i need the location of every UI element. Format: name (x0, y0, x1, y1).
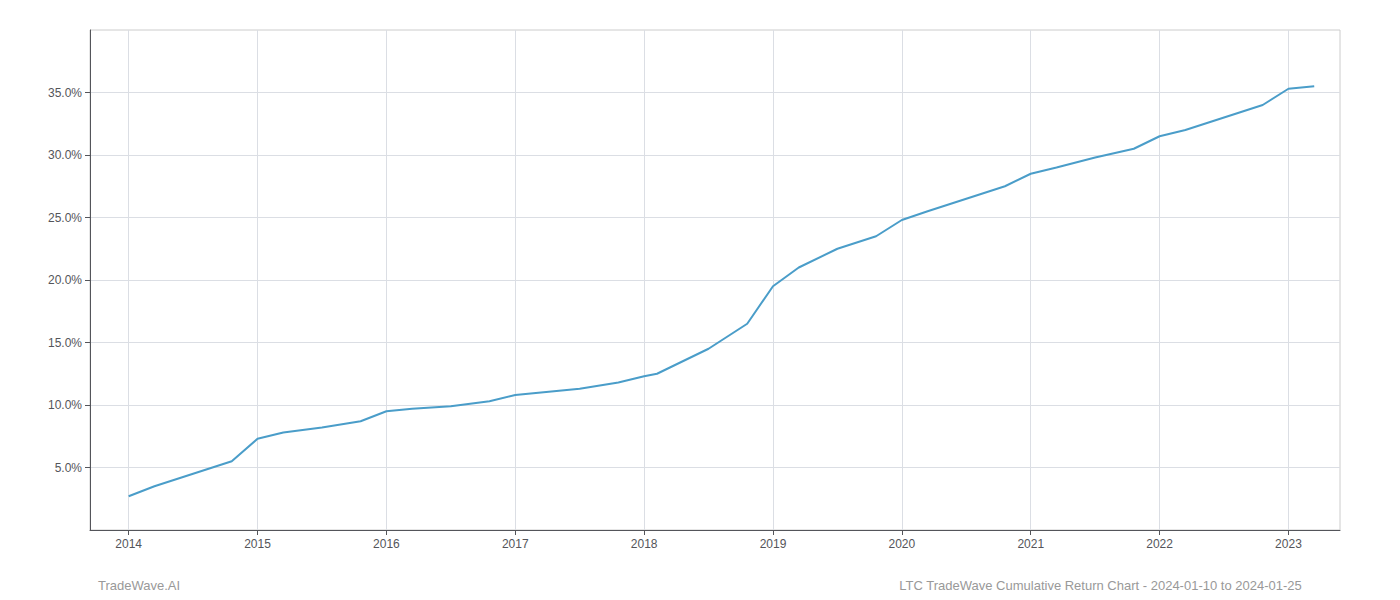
svg-text:LTC TradeWave Cumulative Retur: LTC TradeWave Cumulative Return Chart - … (899, 578, 1301, 593)
svg-text:2016: 2016 (373, 537, 400, 551)
svg-text:2021: 2021 (1017, 537, 1044, 551)
svg-text:2022: 2022 (1146, 537, 1173, 551)
svg-text:2018: 2018 (631, 537, 658, 551)
svg-text:TradeWave.AI: TradeWave.AI (98, 578, 180, 593)
svg-text:2017: 2017 (502, 537, 529, 551)
svg-text:20.0%: 20.0% (48, 273, 82, 287)
svg-text:5.0%: 5.0% (55, 461, 83, 475)
svg-text:2015: 2015 (244, 537, 271, 551)
svg-text:2023: 2023 (1275, 537, 1302, 551)
svg-text:2019: 2019 (760, 537, 787, 551)
svg-text:30.0%: 30.0% (48, 148, 82, 162)
svg-text:2020: 2020 (889, 537, 916, 551)
svg-text:35.0%: 35.0% (48, 86, 82, 100)
svg-text:25.0%: 25.0% (48, 211, 82, 225)
svg-text:15.0%: 15.0% (48, 336, 82, 350)
svg-text:2014: 2014 (115, 537, 142, 551)
svg-text:10.0%: 10.0% (48, 398, 82, 412)
